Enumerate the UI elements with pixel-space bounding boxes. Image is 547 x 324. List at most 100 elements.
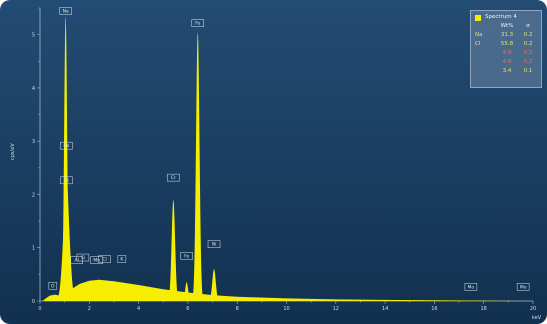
legend-rows: Na 31.3 0.2 Cl 55.8 0.2 4.9 0.2 4.6 0.2 3.4 0.1	[471, 31, 541, 76]
x-tick-label: 8	[236, 306, 239, 312]
peak-label-cl: Cl	[60, 176, 73, 185]
x-tick-label: 20	[530, 306, 536, 312]
peak-label-text: Fe	[184, 253, 189, 259]
legend-element	[475, 49, 495, 58]
peak-label-cr: Cr	[167, 173, 180, 182]
peak-cr	[168, 199, 179, 300]
legend-element	[475, 58, 495, 67]
legend-wt-value: 4.6	[502, 59, 512, 65]
peak-label-box	[60, 141, 73, 150]
peak-fe	[182, 282, 192, 301]
legend-row: 3.4 0.1	[471, 67, 541, 76]
x-tick-label: 6	[186, 306, 189, 312]
peak-label-text: Mn	[93, 258, 100, 264]
peak-k	[118, 298, 126, 301]
peak-ni	[208, 269, 220, 301]
x-tick-label: 18	[481, 306, 487, 312]
legend-sigma-value: 0.2	[523, 50, 533, 56]
legend-wt-value: 3.4	[502, 68, 512, 74]
legend-col-sigma: σ	[526, 23, 530, 29]
peak-label-box	[90, 256, 103, 264]
legend-wt-value: 55.8	[500, 41, 514, 47]
peak-label-box	[59, 7, 72, 15]
y-tick-label: 0	[32, 299, 35, 305]
x-axis-label: keV	[532, 315, 542, 321]
peak-label-box	[117, 255, 127, 263]
peak-label-text: Cr	[171, 175, 176, 181]
peak-label-text: Si	[81, 255, 85, 261]
peak-label-box	[167, 173, 180, 182]
peak-label-box	[191, 19, 205, 27]
y-tick-label: 3	[32, 139, 35, 145]
x-tick-label: 12	[333, 306, 339, 312]
legend-element	[475, 67, 495, 76]
legend-sigma-value: 0.2	[523, 32, 533, 38]
x-tick-label: 2	[88, 306, 91, 312]
spectrum-area	[43, 15, 533, 301]
peak-label-mo: Mo	[464, 283, 478, 291]
legend-header: Spectrum 4	[471, 11, 541, 22]
peak-label-text: Mo	[468, 284, 475, 290]
peak-label-box	[98, 255, 111, 263]
x-tick-label: 14	[382, 306, 388, 312]
peak-label-na: Na	[59, 7, 72, 15]
peak-label-mo: Mo	[516, 283, 530, 291]
peak-label-box	[76, 253, 90, 262]
peak-label-box	[464, 283, 478, 291]
peak-cl	[56, 194, 76, 300]
peak-label-text: Na	[63, 8, 69, 14]
legend-sigma-value: 0.1	[523, 68, 533, 74]
peak-label-text: O	[51, 283, 55, 289]
peak-cl	[100, 299, 109, 301]
legend-wt-value: 31.3	[500, 32, 514, 38]
y-axis-label: cps/eV	[10, 143, 16, 160]
x-tick-label: 4	[137, 306, 140, 312]
x-tick-label: 10	[283, 306, 289, 312]
peak-label-text: Fe	[195, 21, 200, 27]
y-tick-label: 5	[32, 33, 35, 39]
legend-row: Cl 55.8 0.2	[471, 40, 541, 49]
legend-sigma-value: 0.2	[523, 59, 533, 65]
peak-mn	[90, 294, 103, 301]
legend-series-name: Spectrum 4	[485, 14, 517, 20]
peak-label-box	[207, 240, 221, 248]
peak-label-box	[48, 282, 58, 290]
legend-column-headers: Wt% σ	[471, 22, 541, 31]
legend-element: Na	[475, 32, 483, 38]
peak-label-cl: Cl	[98, 255, 111, 263]
peak-label-mn: Mn	[90, 256, 103, 264]
legend-row: 4.6 0.2	[471, 58, 541, 67]
peak-label-fe: Fe	[180, 252, 193, 260]
series-swatch-icon	[475, 14, 481, 21]
peak-label-fe: Fe	[191, 19, 205, 27]
peak-label-k: K	[117, 255, 127, 263]
legend-wt-value: 4.9	[502, 50, 512, 56]
peak-label-text: Mo	[520, 284, 527, 290]
peak-label-text: Cl	[64, 178, 68, 184]
legend-col-element	[475, 22, 495, 31]
legend-row: Na 31.3 0.2	[471, 31, 541, 40]
peak-label-box	[60, 176, 73, 185]
peak-o	[49, 295, 57, 301]
peak-si	[78, 294, 88, 301]
legend-row: 4.9 0.2	[471, 49, 541, 58]
peak-label-text: Na	[63, 143, 69, 149]
y-tick-label: 2	[32, 192, 35, 198]
peak-label-text: Cl	[102, 257, 106, 263]
peak-label-text: Ni	[212, 242, 217, 248]
x-tick-label: 16	[431, 306, 437, 312]
y-tick-label: 4	[32, 86, 35, 92]
legend-sigma-value: 0.2	[523, 41, 533, 47]
peak-label-o: O	[48, 282, 58, 290]
legend-element: Cl	[475, 41, 481, 47]
y-tick-label: 1	[32, 246, 35, 252]
peak-label-na: Na	[60, 141, 73, 150]
peak-label-box	[516, 283, 530, 291]
peak-al	[73, 298, 81, 301]
background-continuum	[43, 279, 533, 301]
peak-fe	[192, 31, 203, 299]
legend-col-wt: Wt%	[500, 23, 514, 29]
